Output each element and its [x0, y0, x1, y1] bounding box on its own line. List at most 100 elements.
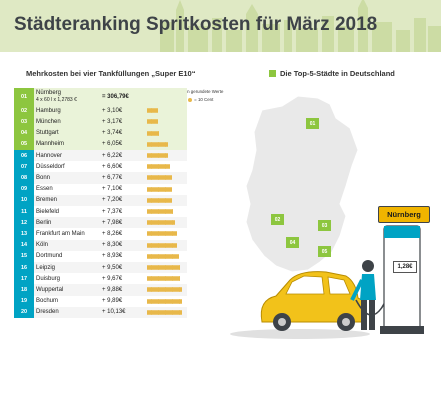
city-name: Wuppertal	[36, 286, 64, 293]
coin-stack	[164, 231, 167, 237]
rank-badge: 02	[14, 105, 34, 117]
coin-stack	[148, 220, 151, 226]
coin-stack	[155, 209, 158, 214]
coin-stack	[152, 265, 155, 270]
coin-stack	[154, 265, 156, 270]
coin-stack	[161, 209, 163, 214]
coin-stack	[152, 164, 155, 170]
coin-stack	[148, 253, 151, 259]
coin-stack	[169, 309, 172, 315]
coin-stack	[154, 164, 156, 170]
coin-stack	[175, 276, 177, 282]
coin-stack	[147, 231, 149, 237]
coin-stack	[155, 141, 158, 147]
coin-stack	[157, 175, 160, 181]
map-badge: 02	[271, 214, 284, 225]
coin-stack	[154, 108, 156, 114]
green-square-icon	[269, 70, 276, 77]
coin-stack	[176, 309, 179, 315]
coin-stack	[157, 220, 160, 226]
city-name: Mannheim	[36, 141, 65, 148]
coin-stack	[147, 119, 149, 125]
coin-stack	[157, 197, 160, 203]
coin-stack	[169, 265, 172, 270]
coin-stack	[152, 253, 155, 259]
coin-stack	[178, 309, 181, 315]
extra-cost-value: + 3,74€	[102, 130, 123, 137]
map-badge: 04	[286, 237, 299, 248]
coin-stack	[148, 197, 151, 203]
city-name: Hamburg	[36, 107, 61, 114]
coin-stack	[176, 265, 179, 270]
coin-stack	[157, 309, 160, 315]
coin-stack	[154, 242, 156, 248]
coin-stack	[157, 276, 160, 282]
coin-stack	[169, 186, 172, 192]
coin-stack	[173, 253, 176, 259]
coin-stack	[168, 220, 170, 226]
coin-stack	[150, 287, 153, 293]
rank-badge: 09	[14, 183, 34, 195]
city-label: Nürnberg	[36, 89, 62, 96]
coin-stack	[178, 287, 181, 293]
coin-stack	[148, 298, 151, 304]
coin-stack	[166, 175, 169, 181]
rank-badge: 13	[14, 228, 34, 240]
coin-stack	[164, 153, 167, 158]
extra-cost-value: + 6,77€	[102, 174, 123, 181]
coin-stack	[162, 197, 165, 203]
coin-stack	[148, 231, 151, 237]
fuel-pump	[380, 225, 424, 334]
coin-stack	[159, 175, 162, 181]
coin-stack	[171, 265, 174, 270]
city-name: Bonn	[36, 174, 51, 181]
coin-stack	[168, 276, 170, 282]
coin-stack	[148, 164, 151, 170]
coin-stack	[180, 287, 183, 293]
rank-badge: 05	[14, 138, 34, 150]
coin-stack	[161, 141, 163, 147]
rank-badge: 01	[14, 88, 34, 105]
coin-stack	[166, 276, 169, 282]
coin-stack	[147, 298, 149, 304]
extra-cost-value: + 9,88€	[102, 286, 123, 293]
coin-stack	[168, 309, 170, 315]
coin-stack	[171, 298, 174, 304]
coin-stack	[162, 153, 165, 158]
coin-stack	[159, 253, 162, 259]
coin-stack	[161, 186, 163, 192]
coin-stack	[161, 253, 163, 259]
city-name: Stuttgart	[36, 130, 59, 137]
coin-stack	[169, 276, 172, 282]
coin-stack	[162, 276, 165, 282]
coin-stack	[162, 242, 165, 248]
coin-stack	[161, 298, 163, 304]
rank-badge: 11	[14, 206, 34, 218]
coin-stack	[159, 276, 162, 282]
coin-stack	[157, 130, 160, 136]
coin-stack	[173, 309, 176, 315]
coin-stack	[147, 153, 149, 158]
coin-stack	[164, 164, 167, 170]
coin-stack	[178, 265, 181, 270]
coin-stack	[171, 220, 174, 226]
coin-stack	[161, 231, 163, 237]
coin-stack	[154, 153, 156, 158]
coin-stack	[171, 309, 174, 315]
coin-stack	[159, 242, 162, 248]
coin-stack	[148, 265, 151, 270]
coin-stack	[150, 276, 153, 282]
chart-subtitle: Mehrkosten bei vier Tankfüllungen „Super…	[26, 69, 196, 78]
coin-stack	[178, 276, 181, 282]
coin-stack	[155, 287, 158, 293]
coin-stack	[166, 153, 169, 158]
coin-10-icon	[188, 97, 193, 102]
coin-stack	[148, 153, 151, 158]
coin-stack	[150, 242, 153, 248]
coin-stack	[152, 298, 155, 304]
coin-stack	[155, 298, 158, 304]
coin-stack	[159, 265, 162, 270]
coin-stack	[176, 253, 179, 259]
coin-stack	[166, 186, 169, 192]
rank-badge: 12	[14, 217, 34, 229]
